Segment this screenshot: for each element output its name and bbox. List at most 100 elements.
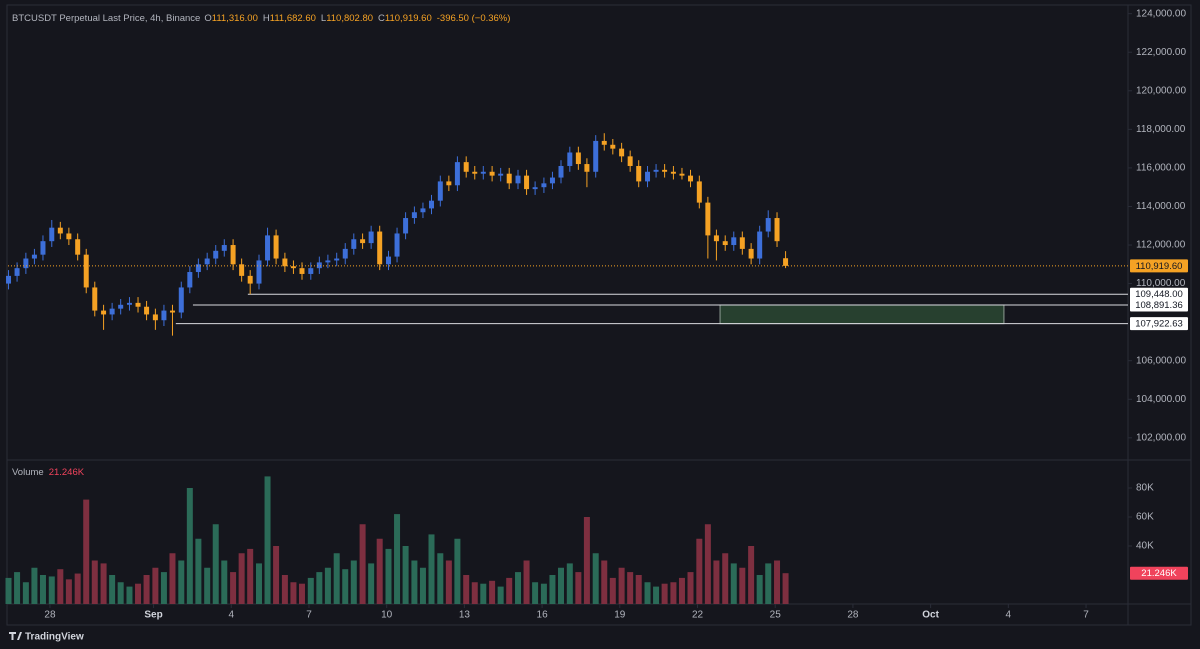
- volume-bar: [609, 577, 616, 604]
- candle-body: [428, 200, 434, 209]
- candle-body: [6, 275, 12, 284]
- candle-body: [204, 258, 210, 265]
- volume-bar: [515, 572, 522, 604]
- x-tick-label: 16: [537, 610, 549, 621]
- volume-bar: [661, 583, 668, 604]
- volume-bar: [540, 583, 547, 604]
- volume-bar: [65, 579, 72, 604]
- volume-bar: [74, 573, 81, 604]
- candle-body: [368, 231, 374, 244]
- volume-bar: [273, 546, 280, 604]
- logo[interactable]: TradingView: [9, 632, 84, 643]
- volume-bar: [704, 524, 711, 604]
- candle-body: [273, 235, 279, 259]
- volume-bar: [653, 586, 660, 604]
- x-tick-label: Sep: [144, 610, 162, 621]
- volume-bar: [230, 572, 237, 604]
- candle-body: [610, 144, 616, 149]
- y-tick-label: 120,000.00: [1136, 85, 1186, 96]
- candle-body: [135, 302, 141, 307]
- volume-bar: [696, 538, 703, 604]
- candle-body: [524, 175, 530, 190]
- volume-last-label: 21.246K: [1141, 568, 1177, 579]
- candle-body: [722, 241, 728, 246]
- volume-bar: [454, 538, 461, 604]
- candle-body: [757, 231, 763, 259]
- x-tick-label: Oct: [922, 610, 939, 621]
- candle-body: [705, 202, 711, 236]
- volume-bar: [376, 538, 383, 604]
- x-tick-label: 7: [1083, 610, 1089, 621]
- volume-bar: [57, 569, 64, 604]
- candle-body: [619, 148, 625, 157]
- x-tick-label: 13: [459, 610, 471, 621]
- candle-body: [230, 245, 236, 265]
- price-change: -396.50 (−0.36%): [437, 13, 511, 24]
- candle-body: [385, 256, 391, 265]
- volume-bar: [618, 567, 625, 604]
- candle-body: [731, 237, 737, 246]
- candle-body: [601, 140, 607, 145]
- volume-bar: [91, 560, 98, 604]
- candle-body: [532, 187, 538, 190]
- candle-body: [325, 260, 331, 263]
- candle-body: [92, 287, 98, 311]
- candle-body: [144, 306, 150, 315]
- candle-body: [498, 173, 504, 176]
- volume-bar: [437, 553, 444, 604]
- candle-body: [152, 314, 158, 321]
- candle-body: [437, 181, 443, 201]
- candle-body: [14, 268, 20, 276]
- volume-bar: [402, 546, 409, 604]
- candle-body: [748, 248, 754, 259]
- volume-last: 21.246K: [49, 467, 85, 478]
- logo-icon: [9, 632, 22, 640]
- chart-header: BTCUSDT Perpetual Last Price, 4h, Binanc…: [12, 13, 510, 24]
- y-tick-label: 116,000.00: [1136, 163, 1186, 174]
- volume-bar: [687, 572, 694, 604]
- candle-body: [783, 258, 789, 266]
- ohlc-value: 111,316.00: [212, 13, 258, 24]
- volume-bar: [385, 548, 392, 604]
- volume-bar: [575, 572, 582, 604]
- x-tick-label: 4: [228, 610, 234, 621]
- candle-body: [360, 239, 366, 244]
- candle-body: [161, 310, 167, 321]
- y-tick-label: 112,000.00: [1136, 240, 1186, 251]
- volume-bar: [748, 546, 755, 604]
- volume-bar: [169, 553, 176, 604]
- candle-body: [627, 156, 633, 166]
- candle-body: [394, 233, 400, 257]
- candle-body: [463, 162, 469, 172]
- volume-bar: [566, 563, 573, 604]
- volume-bar: [627, 572, 634, 604]
- candle-body: [40, 241, 46, 255]
- candle-body: [109, 308, 115, 315]
- candle-body: [178, 287, 184, 313]
- volume-bar: [324, 567, 331, 604]
- volume-bar: [722, 553, 729, 604]
- volume-bar: [48, 576, 55, 604]
- candle-body: [239, 264, 245, 276]
- candle-body: [575, 152, 581, 165]
- candle-body: [169, 310, 175, 313]
- candle-body: [679, 173, 685, 176]
- volume-last-box: [1130, 566, 1188, 580]
- ohlc-value: 111,682.60: [270, 13, 316, 24]
- candle-body: [489, 171, 495, 176]
- volume-bar: [342, 569, 349, 604]
- candle-body: [567, 152, 573, 166]
- volume-bar: [756, 575, 763, 604]
- candle-body: [549, 177, 555, 184]
- candle-body: [256, 260, 262, 284]
- candle-body: [472, 171, 478, 174]
- y-tick-label: 60K: [1136, 512, 1154, 523]
- y-tick-label: 124,000.00: [1136, 8, 1186, 19]
- chart-title: BTCUSDT Perpetual Last Price, 4h, Binanc…: [12, 13, 200, 24]
- candle-body: [593, 140, 599, 172]
- volume-header: Volume 21.246K: [12, 467, 85, 478]
- level-label-box: [1130, 287, 1188, 301]
